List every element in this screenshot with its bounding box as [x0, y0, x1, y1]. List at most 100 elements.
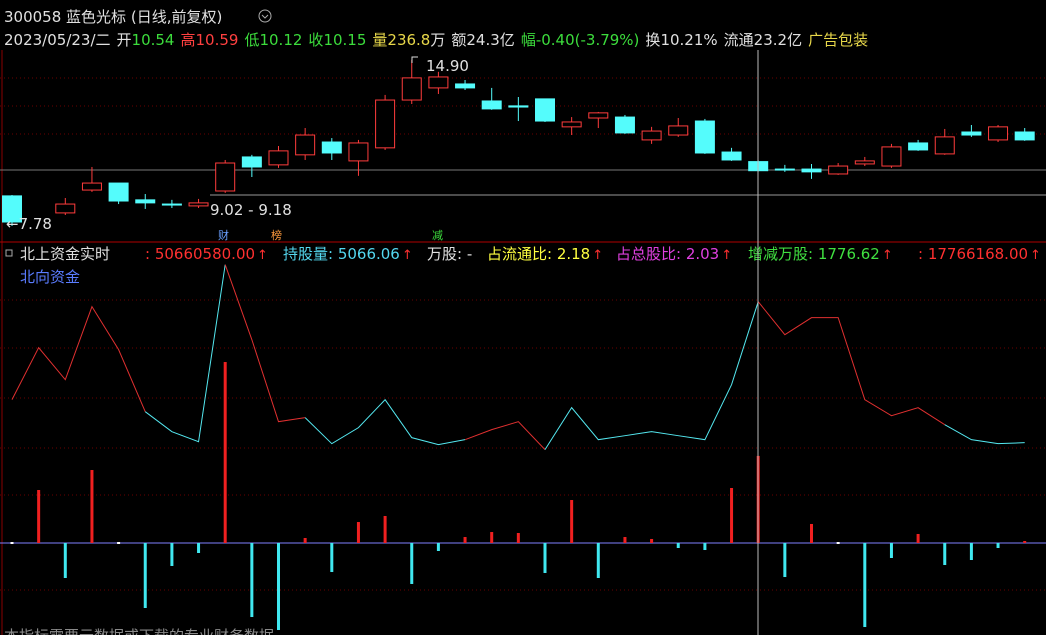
holding-line: [224, 264, 306, 423]
candle-body: [188, 202, 209, 207]
quote-label: 收: [308, 31, 323, 49]
candle-body: [908, 142, 929, 151]
change-bar: [916, 533, 920, 543]
candle-body: [348, 142, 369, 162]
header: 300058 蓝色光标 (日线,前复权) 2023/05/23/二 开10.54 高…: [4, 8, 868, 49]
quote-value: 10.12: [259, 31, 302, 49]
candle-body: [721, 151, 742, 161]
menu-icon[interactable]: [258, 9, 272, 23]
change-bar: [1023, 540, 1027, 543]
candle-body: [508, 105, 529, 108]
change-bar: [277, 543, 280, 631]
footer-note: 本指标需要云数据或下载的专业财务数据: [4, 627, 274, 635]
quote-label: 量: [372, 31, 387, 49]
holding-line: [544, 301, 759, 450]
candle-body: [1014, 131, 1035, 141]
candle-body: [988, 126, 1009, 141]
holding-line: [144, 264, 226, 443]
indicator-arrow: ↑: [1030, 248, 1041, 263]
quote-value: 10.54: [132, 31, 175, 49]
low-label: ←7.78: [6, 215, 52, 233]
quote-line: 2023/05/23/二 开10.54 高10.59 低10.12 收10.15 量236…: [4, 31, 868, 49]
change-bar: [623, 537, 627, 543]
change-bar: [863, 543, 867, 628]
stock-code: 300058: [4, 8, 61, 26]
candle-body: [321, 141, 342, 154]
holding-line: [464, 421, 546, 451]
change-bar: [516, 533, 520, 543]
candle-body: [934, 136, 955, 155]
holding-line: [757, 301, 946, 426]
candle-body: [694, 120, 715, 154]
candle-body: [375, 99, 396, 149]
candle-body: [561, 121, 582, 128]
indicator-icon[interactable]: [5, 249, 13, 257]
change-bar: [10, 542, 14, 544]
change-bar: [490, 532, 494, 543]
indicator-title: 北上资金实时: 50660580.00 ↑ 持股量: 5066.06 ↑ 万股: - 占流…: [20, 245, 1041, 263]
menu-arrow: [261, 14, 269, 19]
candle-body: [801, 168, 822, 173]
candle-body: [241, 156, 262, 168]
change-bar: [410, 543, 414, 584]
indicator-field: : 17766168.00: [918, 245, 1028, 263]
candle-body: [2, 195, 22, 223]
quote-label: 广告包装: [808, 31, 868, 49]
holding-line: [304, 398, 466, 446]
change-bar: [37, 490, 41, 543]
change-bar: [969, 543, 973, 561]
candle-body: [614, 116, 635, 134]
quote-value: -0.40(-3.79%): [536, 31, 640, 49]
quote-label: 开: [117, 31, 132, 49]
change-bar: [730, 488, 734, 543]
indicator-arrow: ↑: [592, 248, 603, 263]
title-line: 300058 蓝色光标 (日线,前复权): [4, 8, 222, 26]
change-bar: [943, 543, 947, 566]
candle-body: [295, 134, 316, 156]
candle-body: [135, 199, 156, 204]
indicator-subtitle: 北向资金: [20, 268, 80, 286]
change-bar: [303, 538, 307, 543]
annotations: 14.90 ←7.78 9.02 - 9.18 财 榜 减: [6, 56, 469, 242]
candle-body: [828, 165, 849, 175]
quote-label: 额: [451, 31, 466, 49]
change-bar: [250, 543, 254, 618]
quote-unit: 亿: [500, 31, 515, 49]
candle-body: [668, 125, 689, 136]
high-flag: [411, 56, 418, 63]
change-bar: [197, 543, 201, 553]
change-bar: [836, 542, 840, 544]
quote-value: 10.59: [196, 31, 239, 49]
change-bar: [356, 522, 360, 543]
indicator-arrow: ↑: [257, 248, 268, 263]
change-bar: [170, 543, 174, 566]
change-bar: [117, 542, 121, 544]
candle-body: [428, 76, 449, 89]
change-bar: [703, 543, 707, 551]
quote-value: 10.21%: [660, 31, 717, 49]
candle-body: [401, 77, 422, 101]
candle-body: [55, 203, 76, 214]
indicator-field: 万股: -: [427, 245, 472, 263]
candle-body: [81, 182, 102, 191]
change-bar: [650, 538, 654, 543]
indicator-arrow: ↑: [882, 248, 893, 263]
holding-line: [944, 424, 1025, 445]
range-label: 9.02 - 9.18: [210, 201, 292, 219]
change-bar: [570, 500, 574, 543]
candle-body: [641, 130, 662, 141]
high-label: 14.90: [426, 57, 469, 75]
event-marker[interactable]: 榜: [271, 228, 282, 242]
indicator-field: : 50660580.00: [145, 245, 255, 263]
event-marker[interactable]: 财: [218, 228, 229, 242]
candle-body: [161, 203, 182, 206]
candle-body: [881, 146, 902, 167]
change-bar: [330, 543, 334, 573]
candle-body: [854, 160, 875, 165]
change-bar: [223, 362, 227, 543]
change-bar: [143, 543, 147, 608]
quote-value: 23.2: [754, 31, 787, 49]
candle-body: [774, 168, 795, 171]
event-marker[interactable]: 减: [432, 229, 443, 242]
